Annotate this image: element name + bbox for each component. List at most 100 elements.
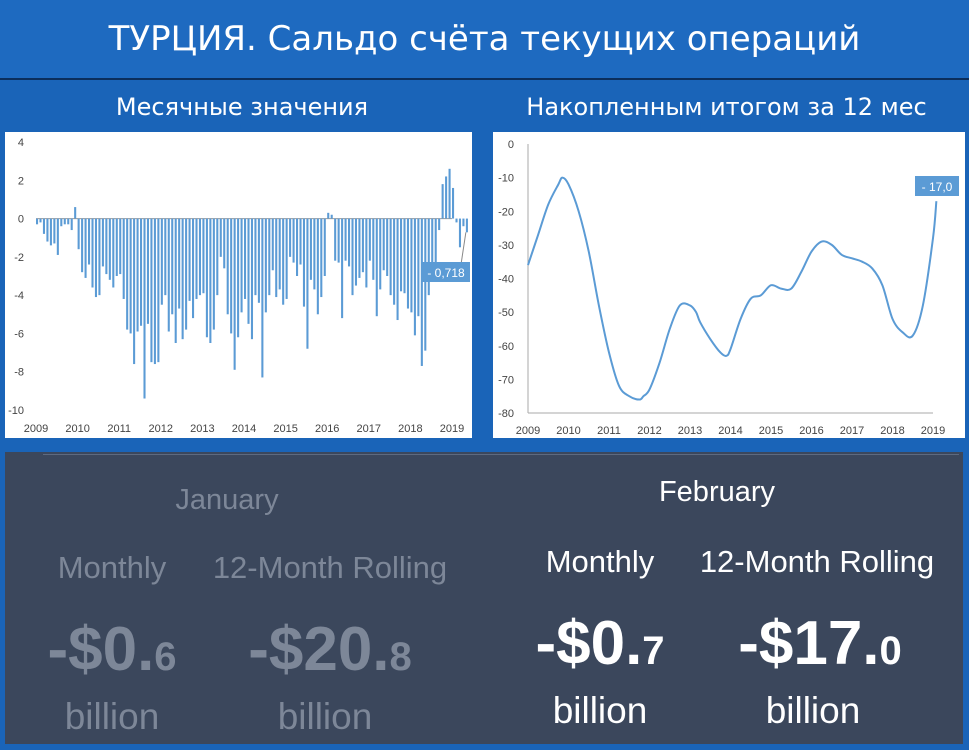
bar bbox=[167, 218, 170, 332]
bar bbox=[74, 207, 77, 219]
bar bbox=[36, 218, 39, 225]
bar bbox=[226, 218, 229, 315]
y-tick-label: -2 bbox=[14, 252, 24, 264]
bar bbox=[271, 218, 274, 271]
callout-label: - 17,0 bbox=[922, 180, 953, 194]
x-tick-label: 2019 bbox=[440, 423, 464, 435]
bar bbox=[247, 218, 250, 324]
x-tick-label: 2009 bbox=[24, 423, 48, 435]
bar bbox=[223, 218, 226, 269]
bar bbox=[455, 218, 458, 223]
january-monthly-value-main: -$0. bbox=[47, 615, 155, 684]
y-tick-label: 2 bbox=[18, 175, 24, 187]
y-tick-label: -10 bbox=[8, 405, 24, 417]
y-tick-label: -50 bbox=[498, 307, 514, 319]
callout-box bbox=[422, 262, 470, 282]
bar bbox=[212, 218, 215, 330]
january-rolling-value-decimal: 8 bbox=[389, 635, 412, 679]
january-monthly-label: Monthly bbox=[57, 550, 167, 585]
bar bbox=[351, 218, 354, 296]
bar bbox=[334, 218, 337, 261]
bar bbox=[101, 218, 104, 267]
bar bbox=[240, 218, 243, 313]
bar bbox=[195, 218, 198, 299]
january-rolling-value: -$20.8 bbox=[220, 614, 440, 685]
series-line bbox=[527, 176, 938, 401]
bar bbox=[205, 218, 208, 338]
x-tick-label: 2017 bbox=[840, 425, 864, 437]
bar bbox=[67, 218, 70, 225]
bar bbox=[368, 218, 371, 261]
bar bbox=[441, 184, 444, 219]
february-rolling-label: 12-Month Rolling bbox=[699, 544, 935, 579]
bar bbox=[330, 214, 333, 219]
y-tick-label: -6 bbox=[14, 328, 24, 340]
x-tick-label: 2015 bbox=[759, 425, 783, 437]
february-rolling-unit: billion bbox=[765, 690, 861, 731]
bar bbox=[403, 218, 406, 294]
bar bbox=[70, 218, 73, 231]
bar bbox=[327, 212, 330, 219]
bar bbox=[88, 218, 91, 265]
x-tick-label: 2010 bbox=[556, 425, 580, 437]
bar bbox=[140, 218, 143, 326]
left-chart-subtitle: Месячные значения bbox=[115, 93, 369, 121]
bar bbox=[289, 218, 292, 257]
x-tick-label: 2010 bbox=[65, 423, 89, 435]
bar bbox=[445, 176, 448, 219]
bar bbox=[185, 218, 188, 330]
bar bbox=[164, 218, 167, 296]
bar bbox=[192, 218, 195, 319]
x-tick-label: 2014 bbox=[232, 423, 256, 435]
february-monthly-label: Monthly bbox=[545, 544, 655, 579]
bar bbox=[361, 218, 364, 273]
y-tick-label: -70 bbox=[498, 374, 514, 386]
bar bbox=[406, 218, 410, 309]
bar bbox=[393, 218, 396, 305]
bar bbox=[174, 218, 177, 343]
bar bbox=[372, 218, 375, 280]
bar bbox=[313, 218, 316, 290]
x-tick-label: 2013 bbox=[678, 425, 702, 437]
bar bbox=[133, 218, 136, 365]
bar bbox=[126, 218, 129, 330]
bar bbox=[143, 218, 146, 399]
bar bbox=[112, 218, 115, 288]
february-month-label: February bbox=[658, 476, 776, 508]
bar bbox=[219, 218, 222, 257]
x-tick-label: 2015 bbox=[273, 423, 297, 435]
bar bbox=[105, 218, 108, 275]
y-tick-label: -10 bbox=[498, 173, 514, 185]
bar bbox=[382, 218, 385, 271]
bar bbox=[458, 218, 462, 248]
x-tick-label: 2016 bbox=[315, 423, 339, 435]
bar bbox=[46, 218, 49, 242]
x-tick-label: 2019 bbox=[921, 425, 945, 437]
bar bbox=[427, 218, 430, 296]
page-title: ТУРЦИЯ. Сальдо счёта текущих операций bbox=[0, 0, 969, 80]
february-rolling-value-main: -$17. bbox=[738, 609, 880, 678]
bar bbox=[136, 218, 139, 332]
bar bbox=[49, 218, 52, 246]
january-monthly-unit: billion bbox=[64, 696, 160, 737]
y-tick-label: -4 bbox=[14, 290, 24, 302]
bar bbox=[39, 218, 42, 223]
bar bbox=[396, 218, 399, 321]
bar bbox=[462, 218, 465, 227]
bar bbox=[91, 218, 94, 288]
february-rolling-value-decimal: 0 bbox=[879, 629, 902, 673]
bar bbox=[375, 218, 378, 317]
bar bbox=[146, 218, 150, 324]
callout-box bbox=[915, 176, 959, 196]
x-tick-label: 2009 bbox=[516, 425, 540, 437]
bar bbox=[341, 218, 344, 319]
january-rolling-label: 12-Month Rolling bbox=[212, 550, 448, 585]
bar bbox=[410, 218, 413, 313]
january-monthly-value-decimal: 6 bbox=[154, 635, 177, 679]
february-monthly-value-decimal: 7 bbox=[642, 629, 665, 673]
bar bbox=[42, 218, 46, 234]
bar bbox=[306, 218, 309, 349]
bar bbox=[420, 218, 423, 366]
bar bbox=[157, 218, 160, 363]
bar bbox=[379, 218, 382, 290]
